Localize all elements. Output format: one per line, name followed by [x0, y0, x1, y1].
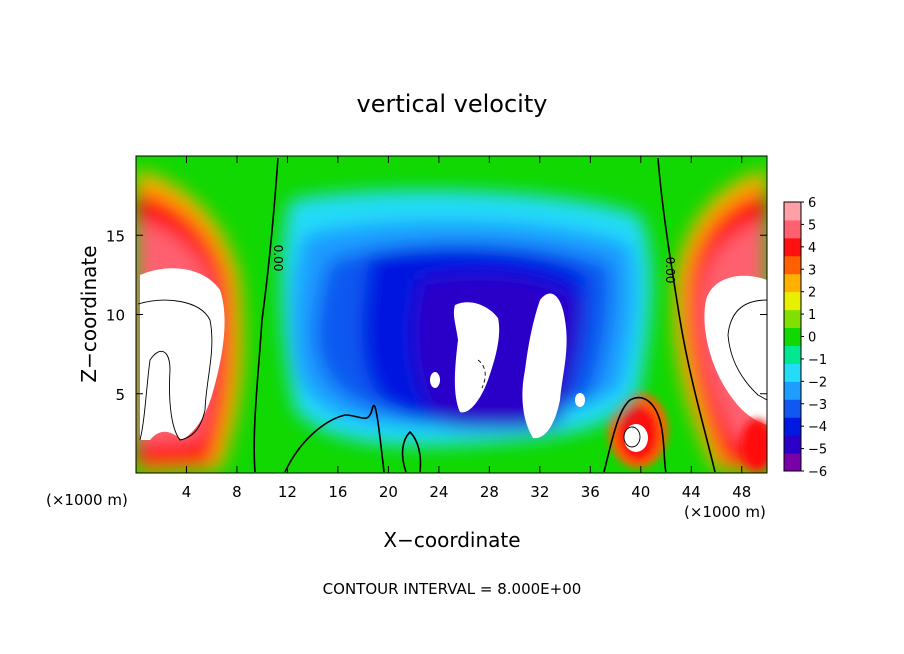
x-tick-label: 40	[631, 483, 650, 501]
colorbar-swatch	[784, 327, 801, 346]
y-tick-label: 5	[115, 386, 125, 404]
y-axis-ticks: 5 10 15	[106, 227, 767, 404]
x-tick-label: 8	[232, 483, 242, 501]
colorbar-swatch	[784, 291, 801, 311]
colorbar-swatch	[784, 417, 801, 436]
colorbar-label: 4	[808, 241, 816, 256]
contour-label-left: 0.00	[271, 245, 285, 272]
x-unit-label-right: (×1000 m)	[684, 503, 766, 521]
colorbar-swatch	[784, 237, 801, 257]
colorbar-label: 0	[808, 331, 816, 346]
x-tick-label: 24	[429, 483, 448, 501]
contour-lines-thin	[137, 299, 767, 448]
contour-interval-note: CONTOUR INTERVAL = 8.000E+00	[323, 580, 582, 598]
x-tick-label: 48	[732, 483, 751, 501]
x-tick-label: 44	[682, 483, 701, 501]
colorbar-label: −4	[808, 420, 827, 435]
colorbar-label: −1	[808, 353, 827, 368]
colorbar-label: 5	[808, 218, 816, 233]
x-tick-label: 36	[581, 483, 600, 501]
colorbar: 6 5 4 3 2 1 0 −1 −2 −3 −4 −5 −6	[783, 196, 827, 480]
colorbar-label: −5	[808, 443, 827, 458]
colorbar-label: 6	[808, 196, 816, 211]
x-tick-label: 16	[328, 483, 347, 501]
colorbar-swatch	[784, 273, 801, 293]
colorbar-label: −2	[808, 375, 827, 390]
downdraft-cores	[430, 293, 585, 439]
x-axis-ticks: 4 8 12 16 20 24 28 32 36 40 44 48	[182, 156, 751, 501]
contour-labels: 0.00 0.00	[271, 245, 677, 284]
y-tick-label: 15	[106, 227, 125, 245]
colorbar-label: −6	[808, 465, 827, 480]
x-axis-label: X−coordinate	[383, 528, 520, 552]
colorbar-label: 1	[808, 308, 816, 323]
x-tick-label: 28	[480, 483, 499, 501]
colorbar-swatch	[784, 381, 801, 400]
colorbar-swatch	[784, 219, 801, 239]
x-tick-label: 20	[379, 483, 398, 501]
x-tick-label: 32	[530, 483, 549, 501]
colorbar-label: −3	[808, 398, 827, 413]
colorbar-label: 2	[808, 286, 816, 301]
contour-label-right: 0.00	[663, 257, 677, 284]
colorbar-swatch	[784, 399, 801, 418]
colorbar-swatch	[784, 363, 801, 382]
colorbar-swatch	[784, 202, 801, 221]
x-tick-label: 12	[278, 483, 297, 501]
y-axis-label: Z−coordinate	[77, 245, 101, 382]
chart-title: vertical velocity	[357, 90, 548, 118]
colorbar-swatch	[784, 453, 801, 472]
x-unit-label-left: (×1000 m)	[46, 491, 128, 509]
plot-area: 0.00 0.00	[136, 156, 767, 473]
colorbar-swatch	[784, 435, 801, 454]
updraft-bottom-core	[624, 424, 648, 452]
y-tick-label: 10	[106, 307, 125, 325]
colorbar-label: 3	[808, 263, 816, 278]
x-tick-label: 4	[182, 483, 192, 501]
colorbar-swatch	[784, 309, 801, 329]
contour-lines	[253, 157, 716, 473]
colorbar-swatch	[784, 255, 801, 275]
colorbar-swatch	[784, 345, 801, 364]
